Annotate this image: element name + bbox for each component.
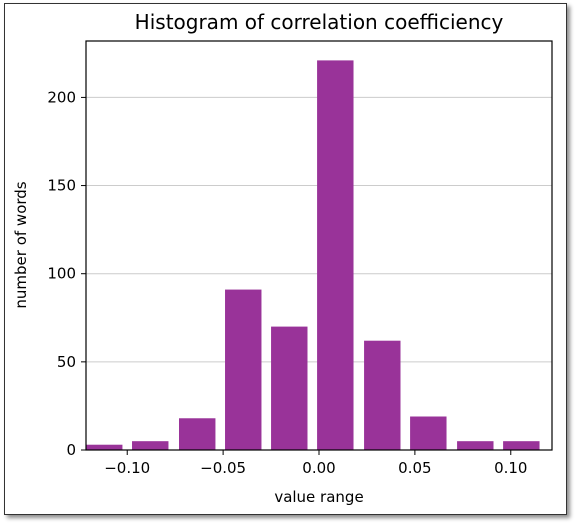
histogram-bar xyxy=(271,326,308,450)
x-tick-label: −0.05 xyxy=(200,459,246,477)
chart-title: Histogram of correlation coefficiency xyxy=(135,10,504,34)
histogram-bar xyxy=(503,441,540,450)
y-tick-label: 150 xyxy=(47,177,76,195)
histogram-bar xyxy=(364,340,401,450)
histogram-bar xyxy=(132,441,169,450)
y-axis-ticks: 0 50 100 150 200 xyxy=(47,88,86,459)
y-tick-label: 0 xyxy=(66,441,76,459)
histogram-bar xyxy=(179,418,216,450)
x-tick-label: −0.10 xyxy=(104,459,150,477)
histogram-bar xyxy=(457,441,494,450)
y-tick-label: 200 xyxy=(47,88,76,106)
y-tick-label: 100 xyxy=(47,265,76,283)
x-tick-label: 0.00 xyxy=(302,459,335,477)
x-tick-label: 0.10 xyxy=(494,459,527,477)
bars xyxy=(86,60,540,450)
y-axis-label: number of words xyxy=(12,181,30,308)
histogram-bar xyxy=(86,444,123,450)
histogram-bar xyxy=(225,289,262,450)
histogram-bar xyxy=(410,416,447,450)
x-axis-label: value range xyxy=(274,488,363,506)
x-axis-ticks: −0.10 −0.05 0.00 0.05 0.10 xyxy=(104,450,527,477)
histogram-bar xyxy=(317,60,354,450)
y-tick-label: 50 xyxy=(57,353,76,371)
x-tick-label: 0.05 xyxy=(398,459,431,477)
